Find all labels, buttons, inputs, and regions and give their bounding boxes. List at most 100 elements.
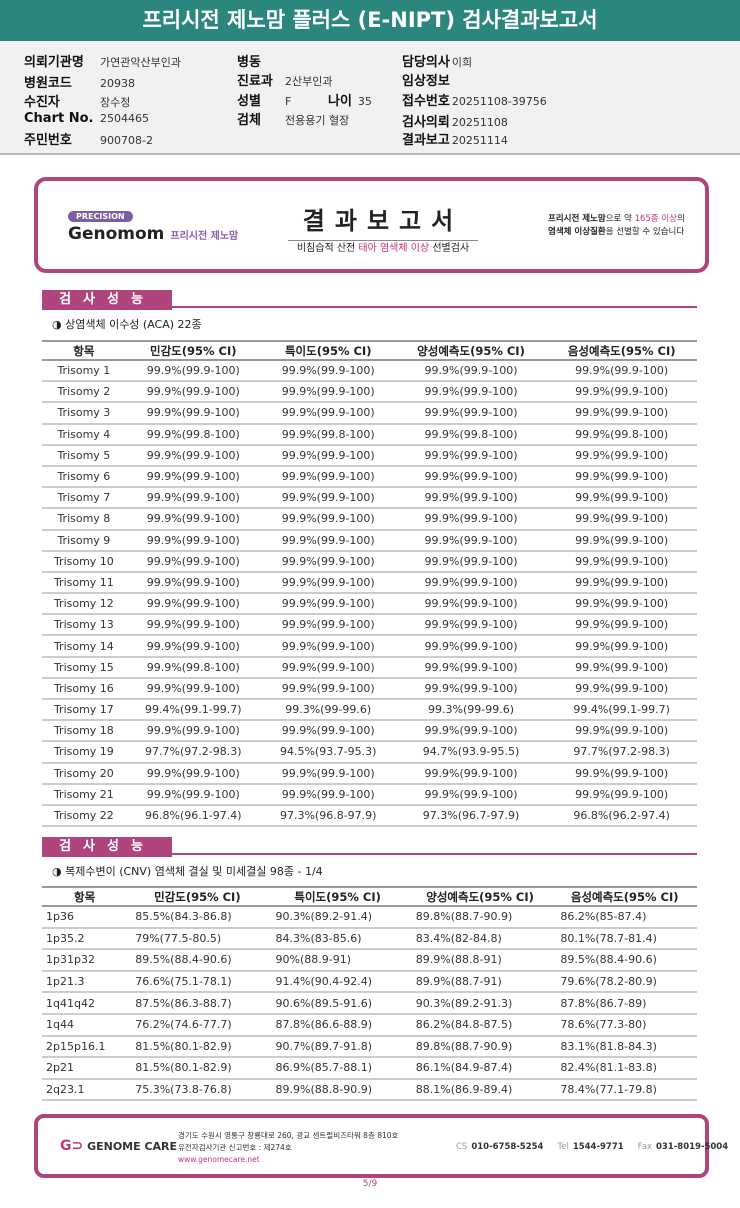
table-cell: 87.5%(86.3-88.7) — [127, 992, 268, 1015]
table-row: Trisomy 1 99.9%(99.9-100) 99.9%(99.9-100) 9… — [42, 360, 697, 383]
footer-contact: CS 010-6758-5254 Tel 1544-9771 Fax 031-8019-5… — [456, 1142, 740, 1152]
table-cell: 99.9%(99.9-100) — [395, 677, 547, 701]
table-cell: 99.9%(99.9-100) — [546, 593, 697, 616]
value: F — [285, 95, 292, 108]
footer-address: 경기도 수원시 영통구 창룡대로 260, 광교 센트럴비즈타워 8층 810호… — [178, 1130, 398, 1166]
table-cell: Trisomy 10 — [42, 550, 126, 573]
table-cell: 87.8%(86.6-88.9) — [267, 1013, 408, 1037]
table-cell: 99.9%(99.9-100) — [546, 635, 697, 658]
table-cell: 90.3%(89.2-91.3) — [407, 992, 553, 1015]
table-row: Trisomy 13 99.9%(99.9-100) 99.9%(99.9-100)… — [42, 614, 697, 637]
table-cell: 80.1%(78.7-81.4) — [552, 927, 697, 951]
table-cell: Trisomy 9 — [42, 529, 126, 552]
value: 2504465 — [100, 112, 149, 125]
table-cell: 76.2%(74.6-77.7) — [127, 1013, 268, 1037]
page-number: 5/9 — [362, 1179, 378, 1189]
table-cell: 99.9%(99.9-100) — [260, 593, 396, 616]
table-cell: 83.4%(82-84.8) — [407, 927, 553, 951]
table-cell: 96.8%(96.2-97.4) — [546, 804, 697, 828]
table-cell: 99.9%(99.9-100) — [260, 571, 396, 595]
table-cell: 99.9%(99.8-100) — [125, 423, 261, 446]
patient-info-panel: 의뢰기관명 가연관악산부인과 병원코드 20938 수진자 장수정 Chart No.… — [0, 41, 740, 155]
table-cell: Trisomy 1 — [42, 360, 126, 383]
table-cell: 99.9%(99.9-100) — [125, 677, 261, 701]
label: 임상정보 — [402, 74, 450, 89]
table-cell: 99.9%(99.8-100) — [395, 423, 547, 446]
table-cell: Trisomy 5 — [42, 444, 126, 467]
value: 가연관악산부인과 — [100, 56, 181, 69]
table-cell: 99.9%(99.9-100) — [260, 529, 396, 552]
logo-text: GENOME CARE — [87, 1140, 178, 1153]
table-cell: Trisomy 16 — [42, 677, 126, 701]
table-cell: 99.9%(99.9-100) — [546, 614, 697, 637]
table-cell: 90.6%(89.5-91.6) — [267, 992, 408, 1015]
table-cell: 99.9%(99.9-100) — [125, 614, 261, 637]
column-header: 민감도(95% CI) — [127, 886, 268, 907]
label: 병원코드 — [24, 76, 72, 91]
table-row: Trisomy 15 99.9%(99.8-100) 99.9%(99.9-100)… — [42, 656, 697, 679]
value: 이희 — [451, 56, 473, 69]
table-cell: 83.1%(81.8-84.3) — [552, 1035, 697, 1059]
table-row: Trisomy 2 99.9%(99.9-100) 99.9%(99.9-100) 9… — [42, 381, 697, 404]
website-link[interactable]: www.genomecare.net — [178, 1155, 260, 1164]
label: 의뢰기관명 — [24, 55, 84, 70]
field-sex: 성별 F — [237, 90, 291, 109]
table-cell: 81.5%(80.1-82.9) — [127, 1057, 268, 1080]
field-institution: 의뢰기관명 가연관악산부인과 — [24, 51, 181, 70]
table-cell: 99.9%(99.9-100) — [546, 508, 697, 531]
table-cell: Trisomy 14 — [42, 635, 126, 658]
table-row: 1p36 85.5%(84.3-86.8) 90.3%(89.2-91.4) 89.8… — [42, 906, 697, 929]
column-header: 양성예측도(95% CI) — [407, 886, 553, 907]
table-row: 1p31p32 89.5%(88.4-90.6) 90%(88.9-91) 89.9%… — [42, 949, 697, 972]
table-cell: Trisomy 20 — [42, 762, 126, 785]
table-cell: 85.5%(84.3-86.8) — [127, 906, 268, 929]
fax: Fax 031-8019-5004 — [637, 1142, 729, 1152]
t: 염색체 이상질환 — [548, 227, 606, 237]
table-row: Trisomy 10 99.9%(99.9-100) 99.9%(99.9-100)… — [42, 550, 697, 573]
table-cell: 91.4%(90.4-92.4) — [267, 970, 408, 994]
label: 접수번호 — [402, 94, 450, 109]
field-request-date: 검사의뢰 20251108 — [402, 111, 508, 130]
table-row: Trisomy 16 99.9%(99.9-100) 99.9%(99.9-100)… — [42, 677, 697, 701]
column-header: 특이도(95% CI) — [267, 886, 408, 907]
table-cell: 99.9%(99.9-100) — [395, 720, 547, 743]
genome-care-logo: G⊃ GENOME CARE — [60, 1138, 177, 1154]
field-hospital-code: 병원코드 20938 — [24, 72, 135, 91]
table-row: 2q23.1 75.3%(73.8-76.8) 89.9%(88.8-90.9) 88… — [42, 1078, 697, 1102]
address: 경기도 수원시 영통구 창룡대로 260, 광교 센트럴비즈타워 8층 810호 — [178, 1131, 399, 1140]
table-row: Trisomy 12 99.9%(99.9-100) 99.9%(99.9-100)… — [42, 593, 697, 616]
table-cell: Trisomy 18 — [42, 720, 126, 743]
value: 2산부인과 — [285, 75, 333, 88]
table-row: 1p21.3 76.6%(75.1-78.1) 91.4%(90.4-92.4) 89… — [42, 970, 697, 994]
field-report-date: 결과보고 20251114 — [402, 129, 508, 148]
table-cell: Trisomy 4 — [42, 423, 126, 446]
field-age: 나이 35 — [328, 90, 372, 109]
table-row: 2p21 81.5%(80.1-82.9) 86.9%(85.7-88.1) 86.1… — [42, 1057, 697, 1080]
table-cell: 99.4%(99.1-99.7) — [125, 699, 261, 722]
banner-note: 프리시전 제노맘으로 약 165종 이상의 염색체 이상질환을 선별할 수 있습니… — [548, 213, 685, 239]
column-header: 민감도(95% CI) — [125, 340, 261, 361]
table-cell: Trisomy 7 — [42, 487, 126, 510]
table-cell: 99.9%(99.9-100) — [395, 593, 547, 616]
table-cell: 89.9%(88.8-90.9) — [267, 1078, 408, 1102]
table-cell: 99.9%(99.9-100) — [395, 783, 547, 806]
table-cell: 99.9%(99.9-100) — [260, 635, 396, 658]
table-row: 1q44 76.2%(74.6-77.7) 87.8%(86.6-88.9) 86.2… — [42, 1013, 697, 1037]
table-cell: 90.3%(89.2-91.4) — [267, 906, 408, 929]
table-cell: 99.4%(99.1-99.7) — [546, 699, 697, 722]
table-cell: 89.8%(88.7-90.9) — [407, 906, 553, 929]
table-row: Trisomy 11 99.9%(99.9-100) 99.9%(99.9-100)… — [42, 571, 697, 595]
table-row: Trisomy 17 99.4%(99.1-99.7) 99.3%(99-99.6)… — [42, 699, 697, 722]
t: 165종 이상 — [634, 214, 677, 224]
table-cell: 84.3%(83-85.6) — [267, 927, 408, 951]
banner-title: 결과보고서 — [288, 201, 478, 241]
value: 20938 — [100, 77, 135, 90]
cs: CS 010-6758-5254 — [456, 1142, 544, 1152]
table-row: 1q41q42 87.5%(86.3-88.7) 90.6%(89.5-91.6) 9… — [42, 992, 697, 1015]
table-cell: 99.9%(99.9-100) — [395, 381, 547, 404]
table-cell: 99.9%(99.9-100) — [546, 381, 697, 404]
table-cell: Trisomy 8 — [42, 508, 126, 531]
table-cell: 99.9%(99.9-100) — [546, 571, 697, 595]
table-cell: 99.9%(99.9-100) — [260, 550, 396, 573]
table-cell: 99.9%(99.9-100) — [546, 444, 697, 467]
